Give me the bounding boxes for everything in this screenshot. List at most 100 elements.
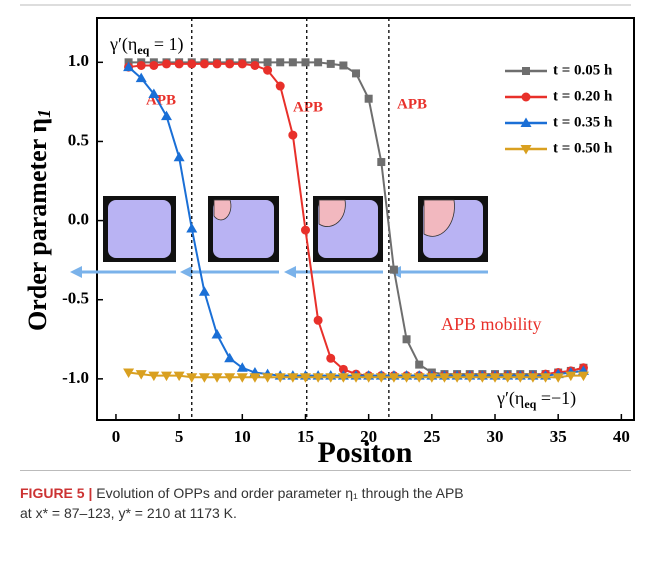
marker [236, 373, 248, 383]
marker [224, 352, 236, 363]
marker [173, 151, 185, 162]
marker [262, 373, 274, 383]
marker [540, 373, 552, 383]
marker [149, 60, 159, 70]
y-axis-label-sub: 1 [34, 109, 54, 118]
marker [326, 353, 336, 363]
marker [160, 371, 172, 382]
marker [415, 360, 424, 369]
marker [225, 59, 235, 69]
y-tick-label: 0.5 [68, 130, 89, 149]
marker [350, 373, 362, 383]
mobility-arrows [70, 266, 488, 278]
marker [389, 265, 398, 274]
marker [502, 373, 514, 383]
marker [514, 373, 526, 383]
y-tick-label: -1.0 [62, 368, 89, 387]
marker [123, 61, 135, 72]
x-tick-label: 5 [175, 427, 184, 446]
inset [318, 199, 346, 227]
marker [288, 58, 297, 67]
x-tick-label: 35 [550, 427, 567, 446]
marker [388, 373, 400, 383]
legend-label: t = 0.50 h [553, 140, 613, 156]
x-tick-label: 0 [112, 427, 121, 446]
marker [313, 315, 323, 325]
marker [123, 368, 135, 379]
marker [236, 362, 248, 372]
x-tick-label: 30 [487, 427, 504, 446]
marker [401, 373, 413, 383]
marker [476, 373, 488, 383]
x-axis-label: Positon [317, 436, 412, 469]
x-tick-label: 20 [360, 427, 377, 446]
marker [224, 373, 236, 383]
caption: FIGURE 5 | Evolution of OPPs and order p… [20, 470, 631, 523]
y-tick-label: 1.0 [68, 51, 89, 70]
y-tick-label: 0.0 [68, 209, 89, 228]
marker [527, 373, 539, 383]
annotation-top: γ′(ηeq = 1) [109, 34, 183, 57]
marker [337, 373, 349, 383]
legend-marker [522, 67, 530, 75]
caption-text: Evolution of OPPs and order parameter η₁… [96, 485, 464, 501]
legend-label: t = 0.05 h [553, 62, 613, 78]
x-tick-label: 40 [613, 427, 630, 446]
marker [402, 335, 411, 344]
marker [325, 373, 337, 383]
marker [301, 58, 310, 67]
marker [174, 59, 184, 69]
marker [314, 58, 323, 67]
marker [464, 373, 476, 383]
caption-text: at x* = 87–123, y* = 210 at 1173 K. [20, 505, 237, 521]
marker [275, 81, 285, 91]
marker [135, 72, 147, 83]
arrow-head [70, 266, 82, 278]
marker [377, 158, 386, 167]
marker [199, 59, 209, 69]
marker [375, 373, 387, 383]
chart: γ′(ηeq = 1) γ′(ηeq =−1) APB APB APB APB … [20, 4, 635, 469]
caption-label: FIGURE 5 | [20, 485, 93, 501]
legend-label: t = 0.20 h [553, 88, 613, 104]
marker [338, 364, 348, 374]
y-tick-label: -0.5 [62, 289, 89, 308]
apb-label: APB [397, 96, 427, 112]
annotation-text: γ′(η [109, 34, 137, 55]
legend-marker [520, 145, 532, 155]
annotation-text: γ′(η [496, 388, 524, 409]
apb-label: APB [293, 99, 323, 115]
marker [237, 59, 247, 69]
marker [565, 371, 577, 382]
marker [312, 373, 324, 383]
x-tick-label: 15 [297, 427, 314, 446]
marker [186, 222, 198, 233]
marker [276, 58, 285, 67]
marker [552, 373, 564, 383]
marker [438, 373, 450, 383]
x-tick-label: 10 [234, 427, 251, 446]
marker [451, 373, 463, 383]
arrow-head [180, 266, 192, 278]
marker [364, 94, 373, 103]
legend-marker [520, 117, 532, 127]
marker [136, 60, 146, 70]
mobility-label: APB mobility [441, 314, 542, 334]
marker [160, 110, 172, 121]
marker [198, 286, 210, 296]
marker [135, 370, 147, 380]
marker [173, 371, 185, 382]
annotation-sub: eq [137, 43, 149, 57]
y-axis-label: Order parameter η1 [23, 109, 54, 331]
marker [413, 373, 425, 383]
inset-images [103, 196, 488, 262]
y-axis-label-text: Order parameter η [23, 118, 52, 331]
marker [161, 59, 171, 69]
marker [263, 58, 272, 67]
annotation-bottom: γ′(ηeq =−1) [496, 388, 576, 411]
marker [299, 373, 311, 383]
plot-frame [96, 17, 635, 421]
marker [426, 373, 438, 383]
marker [187, 59, 197, 69]
